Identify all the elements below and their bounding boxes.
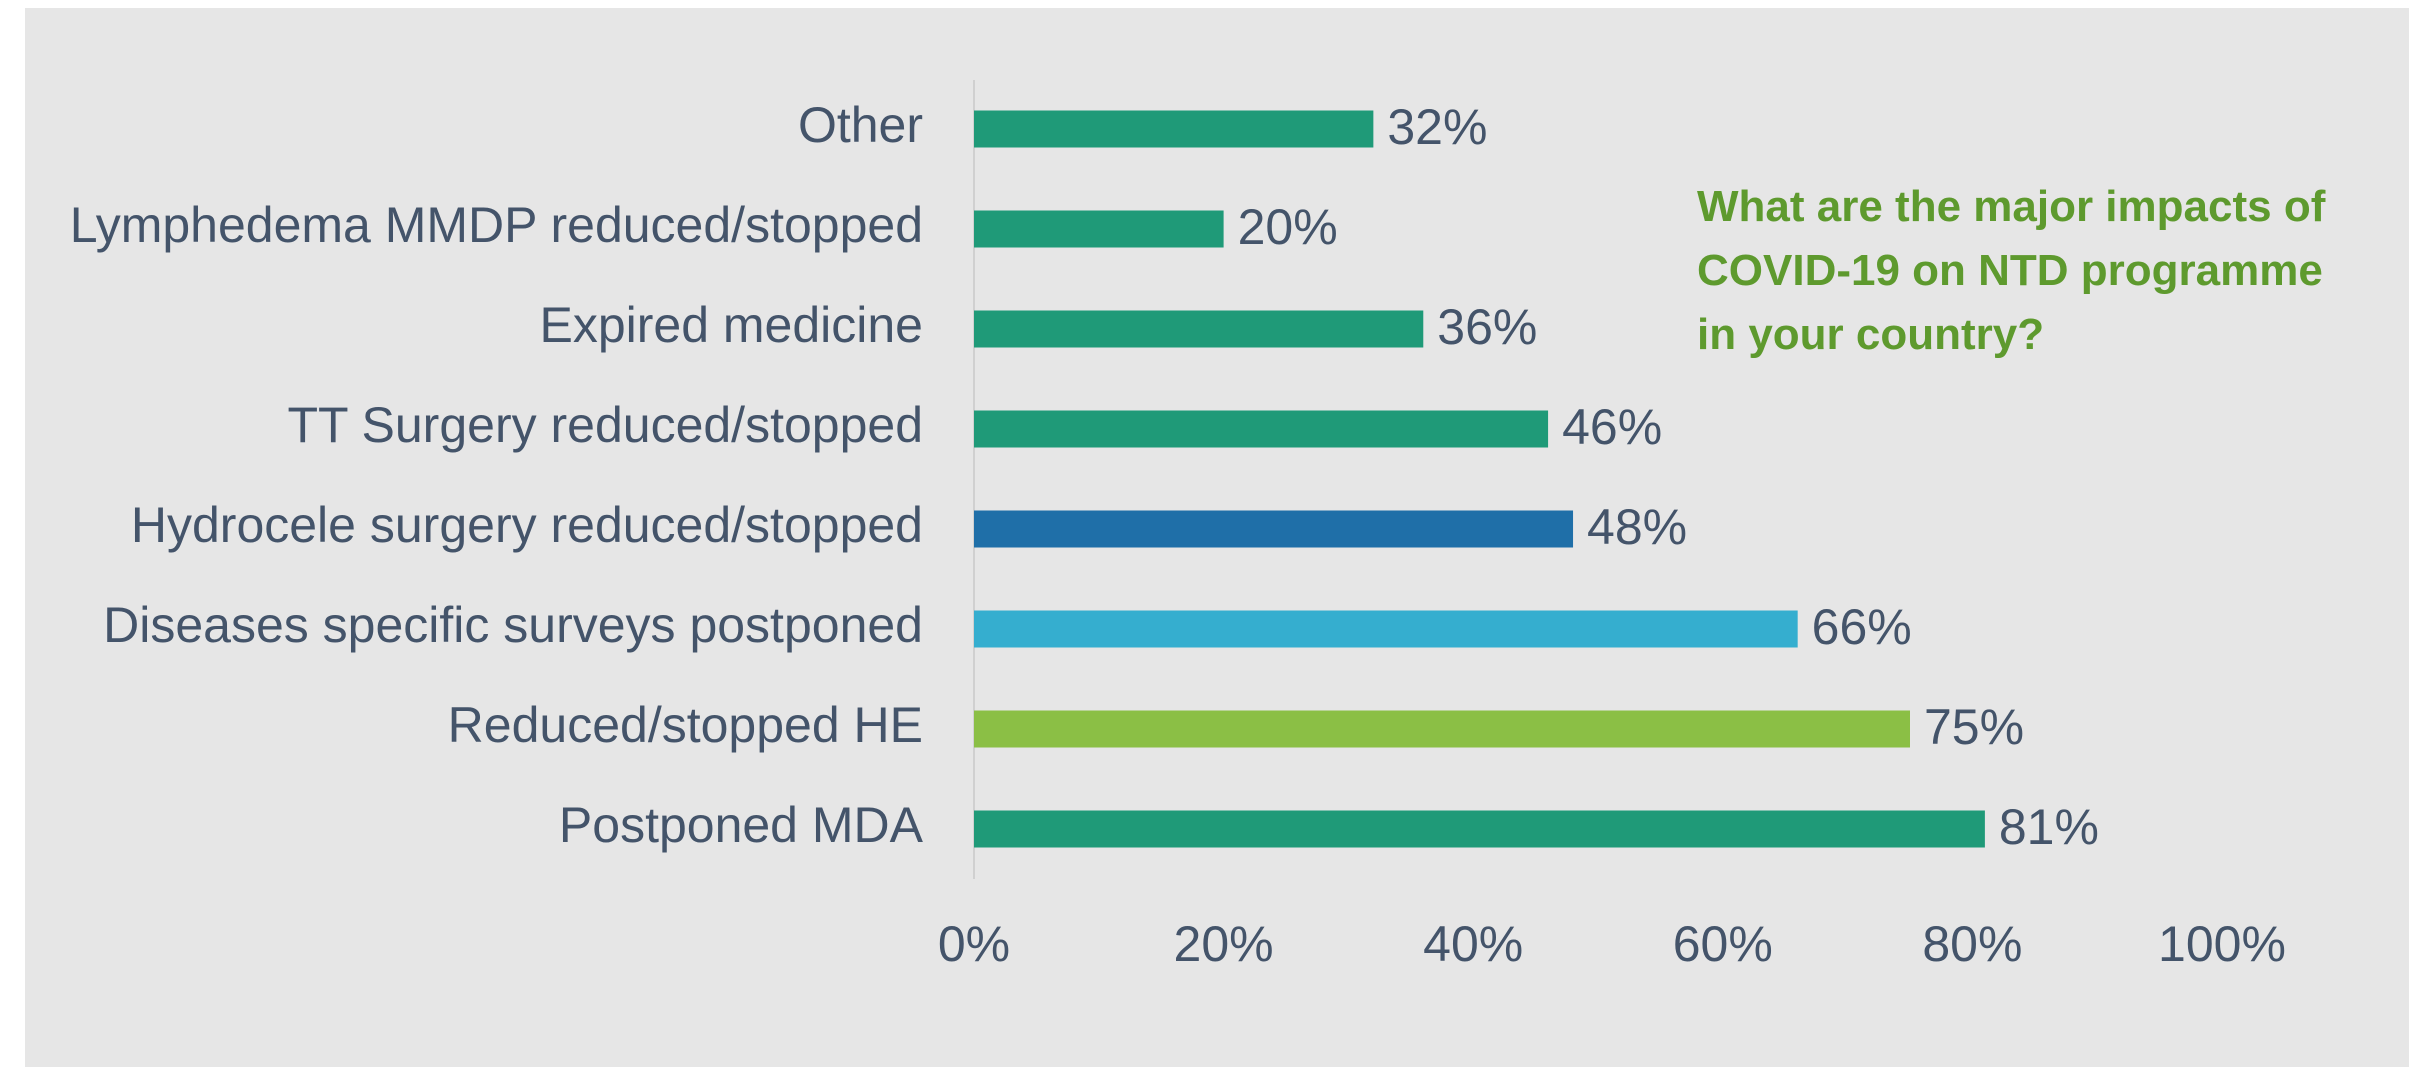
data-label: 48% bbox=[1587, 499, 1687, 555]
y-tick-label: Hydrocele surgery reduced/stopped bbox=[131, 497, 923, 553]
bar bbox=[974, 610, 1798, 648]
data-label: 36% bbox=[1437, 299, 1537, 355]
bar bbox=[974, 510, 1574, 548]
x-tick-label: 40% bbox=[1423, 916, 1523, 972]
y-tick-label: Other bbox=[798, 97, 923, 153]
data-label: 81% bbox=[1999, 799, 2099, 855]
y-tick-label: Expired medicine bbox=[539, 297, 923, 353]
data-label: 75% bbox=[1924, 699, 2024, 755]
x-tick-label: 20% bbox=[1174, 916, 1274, 972]
y-tick-label: Lymphedema MMDP reduced/stopped bbox=[70, 197, 923, 253]
bar bbox=[974, 410, 1549, 448]
bar bbox=[974, 810, 1985, 848]
bar bbox=[974, 310, 1424, 348]
x-tick-label: 80% bbox=[1922, 916, 2022, 972]
data-label: 20% bbox=[1238, 199, 1338, 255]
bar bbox=[974, 710, 1910, 748]
y-tick-label: Reduced/stopped HE bbox=[448, 697, 923, 753]
x-tick-label: 100% bbox=[2158, 916, 2286, 972]
x-tick-label: 60% bbox=[1673, 916, 1773, 972]
x-tick-label: 0% bbox=[938, 916, 1010, 972]
y-tick-label: TT Surgery reduced/stopped bbox=[287, 397, 923, 453]
y-tick-label: Postponed MDA bbox=[559, 797, 924, 853]
y-tick-label: Diseases specific surveys postponed bbox=[103, 597, 923, 653]
data-label: 46% bbox=[1562, 399, 1662, 455]
bar bbox=[974, 110, 1374, 148]
data-label: 32% bbox=[1387, 99, 1487, 155]
chart-title: What are the major impacts of COVID-19 o… bbox=[1697, 182, 2326, 359]
data-label: 66% bbox=[1812, 599, 1912, 655]
bar bbox=[974, 210, 1224, 248]
